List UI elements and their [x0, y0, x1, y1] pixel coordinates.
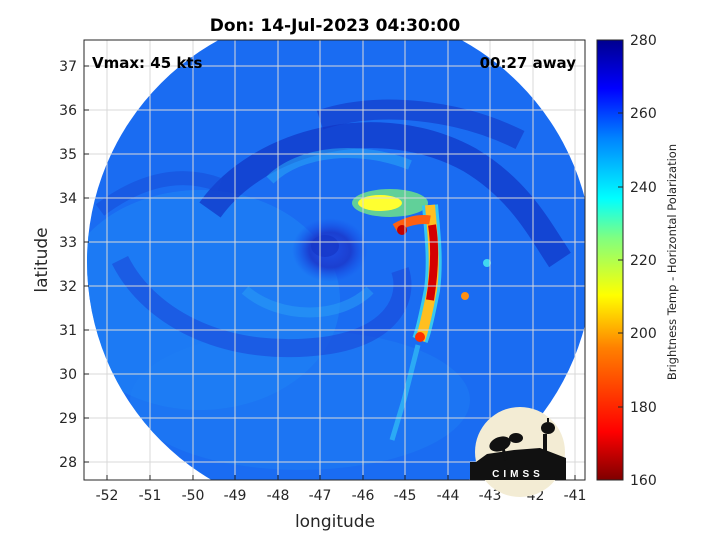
y-tick-label: 35 [59, 147, 77, 163]
x-tick-label: -50 [182, 488, 205, 504]
x-tick-label: -45 [394, 488, 417, 504]
y-tick-label: 30 [59, 367, 77, 383]
colorbar-label: Brightness Temp - Horizontal Polarizatio… [665, 144, 679, 380]
microwave-swath [87, 40, 585, 480]
x-axis-label: longitude [295, 512, 375, 532]
y-tick-label: 33 [59, 235, 77, 251]
y-tick-label: 31 [59, 323, 77, 339]
y-axis: 28 29 30 31 32 33 34 35 36 37 latitude [32, 59, 89, 471]
x-tick-label: -52 [96, 488, 119, 504]
colorbar-tick-label: 260 [630, 106, 657, 122]
axes-frame [83, 39, 586, 481]
x-tick-label: -41 [564, 488, 587, 504]
colorbar-tick-label: 240 [630, 180, 657, 196]
x-tick-label: -43 [479, 488, 502, 504]
y-tick-label: 34 [59, 191, 77, 207]
vmax-label: Vmax: 45 kts [92, 54, 202, 72]
y-tick-label: 29 [59, 411, 77, 427]
x-tick-label: -46 [352, 488, 375, 504]
x-tick-label: -48 [267, 488, 290, 504]
grid-lines [84, 40, 585, 480]
cimss-logo: CIMSS [470, 407, 566, 497]
colorbar-tick-label: 220 [630, 253, 657, 269]
x-tick-label: -47 [309, 488, 332, 504]
x-tick-label: -51 [139, 488, 162, 504]
y-tick-label: 28 [59, 455, 77, 471]
x-tick-label: -49 [224, 488, 247, 504]
y-tick-label: 32 [59, 279, 77, 295]
x-tick-label: -44 [437, 488, 460, 504]
colorbar-tick-label: 200 [630, 326, 657, 342]
figure-title: Don: 14-Jul-2023 04:30:00 [210, 16, 461, 36]
y-axis-label: latitude [32, 227, 52, 292]
y-tick-label: 36 [59, 103, 77, 119]
colorbar: 160 180 200 220 240 260 280 Brightness T… [596, 33, 679, 489]
colorbar-tick-label: 160 [630, 473, 657, 489]
colorbar-tick-label: 280 [630, 33, 657, 49]
y-tick-label: 37 [59, 59, 77, 75]
time-offset-label: 00:27 away [480, 54, 577, 72]
colorbar-tick-label: 180 [630, 400, 657, 416]
logo-text: CIMSS [492, 469, 544, 480]
x-axis: -52 -51 -50 -49 -48 -47 -46 -45 -44 -43 … [96, 475, 587, 532]
